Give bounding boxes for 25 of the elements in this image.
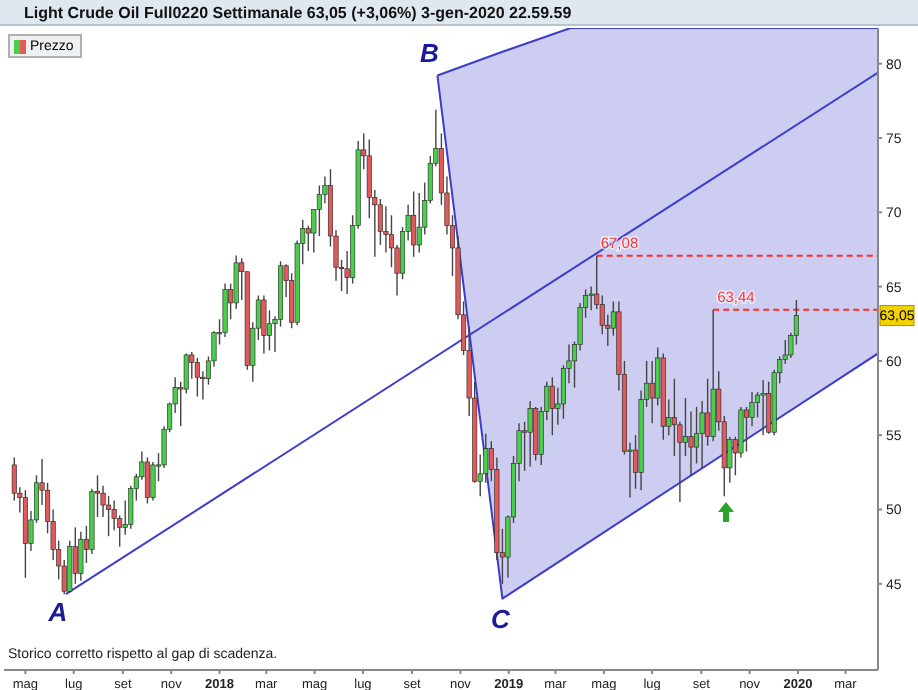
candlestick (78, 531, 84, 582)
candlestick (316, 184, 322, 237)
candlestick (533, 406, 539, 462)
candlestick (261, 294, 267, 355)
candlestick (766, 380, 772, 435)
candlestick (682, 397, 688, 457)
candlestick (743, 406, 749, 453)
candlestick (527, 400, 533, 468)
candlestick (649, 360, 655, 425)
candlestick (150, 461, 156, 502)
annotation: C (491, 603, 512, 634)
candlestick (222, 282, 228, 338)
candlestick (699, 400, 705, 469)
candlestick (144, 456, 150, 505)
annotation: B (420, 38, 439, 69)
candlestick (710, 309, 716, 442)
candlestick (588, 285, 594, 312)
candlestick (411, 190, 417, 258)
candlestick (760, 379, 766, 436)
candlestick (549, 376, 555, 436)
candlestick (72, 526, 78, 585)
candlestick (194, 357, 200, 398)
candlestick (22, 489, 28, 579)
annotation: A (46, 597, 68, 628)
chart-title: Light Crude Oil Full0220 Settimanale 63,05 (+3,06%) 3-gen-2020 22.59.59 (0, 0, 918, 26)
